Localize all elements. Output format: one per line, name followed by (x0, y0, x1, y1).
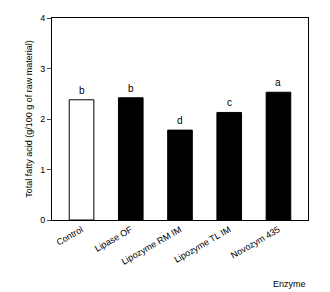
svg-text:d: d (177, 115, 183, 126)
svg-text:Total fatty acid (g/100 g of r: Total fatty acid (g/100 g of raw materia… (24, 40, 34, 198)
svg-text:b: b (79, 85, 85, 96)
svg-text:1: 1 (40, 165, 45, 175)
svg-text:3: 3 (40, 64, 45, 74)
svg-text:4: 4 (40, 13, 45, 23)
svg-text:c: c (227, 97, 232, 108)
svg-text:Control: Control (55, 224, 85, 247)
svg-text:2: 2 (40, 114, 45, 124)
svg-text:Novozym 435: Novozym 435 (229, 224, 282, 260)
svg-text:Enzyme: Enzyme (273, 279, 306, 289)
svg-text:b: b (128, 83, 134, 94)
svg-text:0: 0 (40, 215, 45, 225)
svg-text:Lipozyme RM IM: Lipozyme RM IM (120, 224, 183, 266)
svg-text:a: a (275, 77, 281, 88)
svg-text:Lipase OF: Lipase OF (93, 224, 134, 254)
svg-text:Lipozyme TL IM: Lipozyme TL IM (172, 224, 232, 264)
